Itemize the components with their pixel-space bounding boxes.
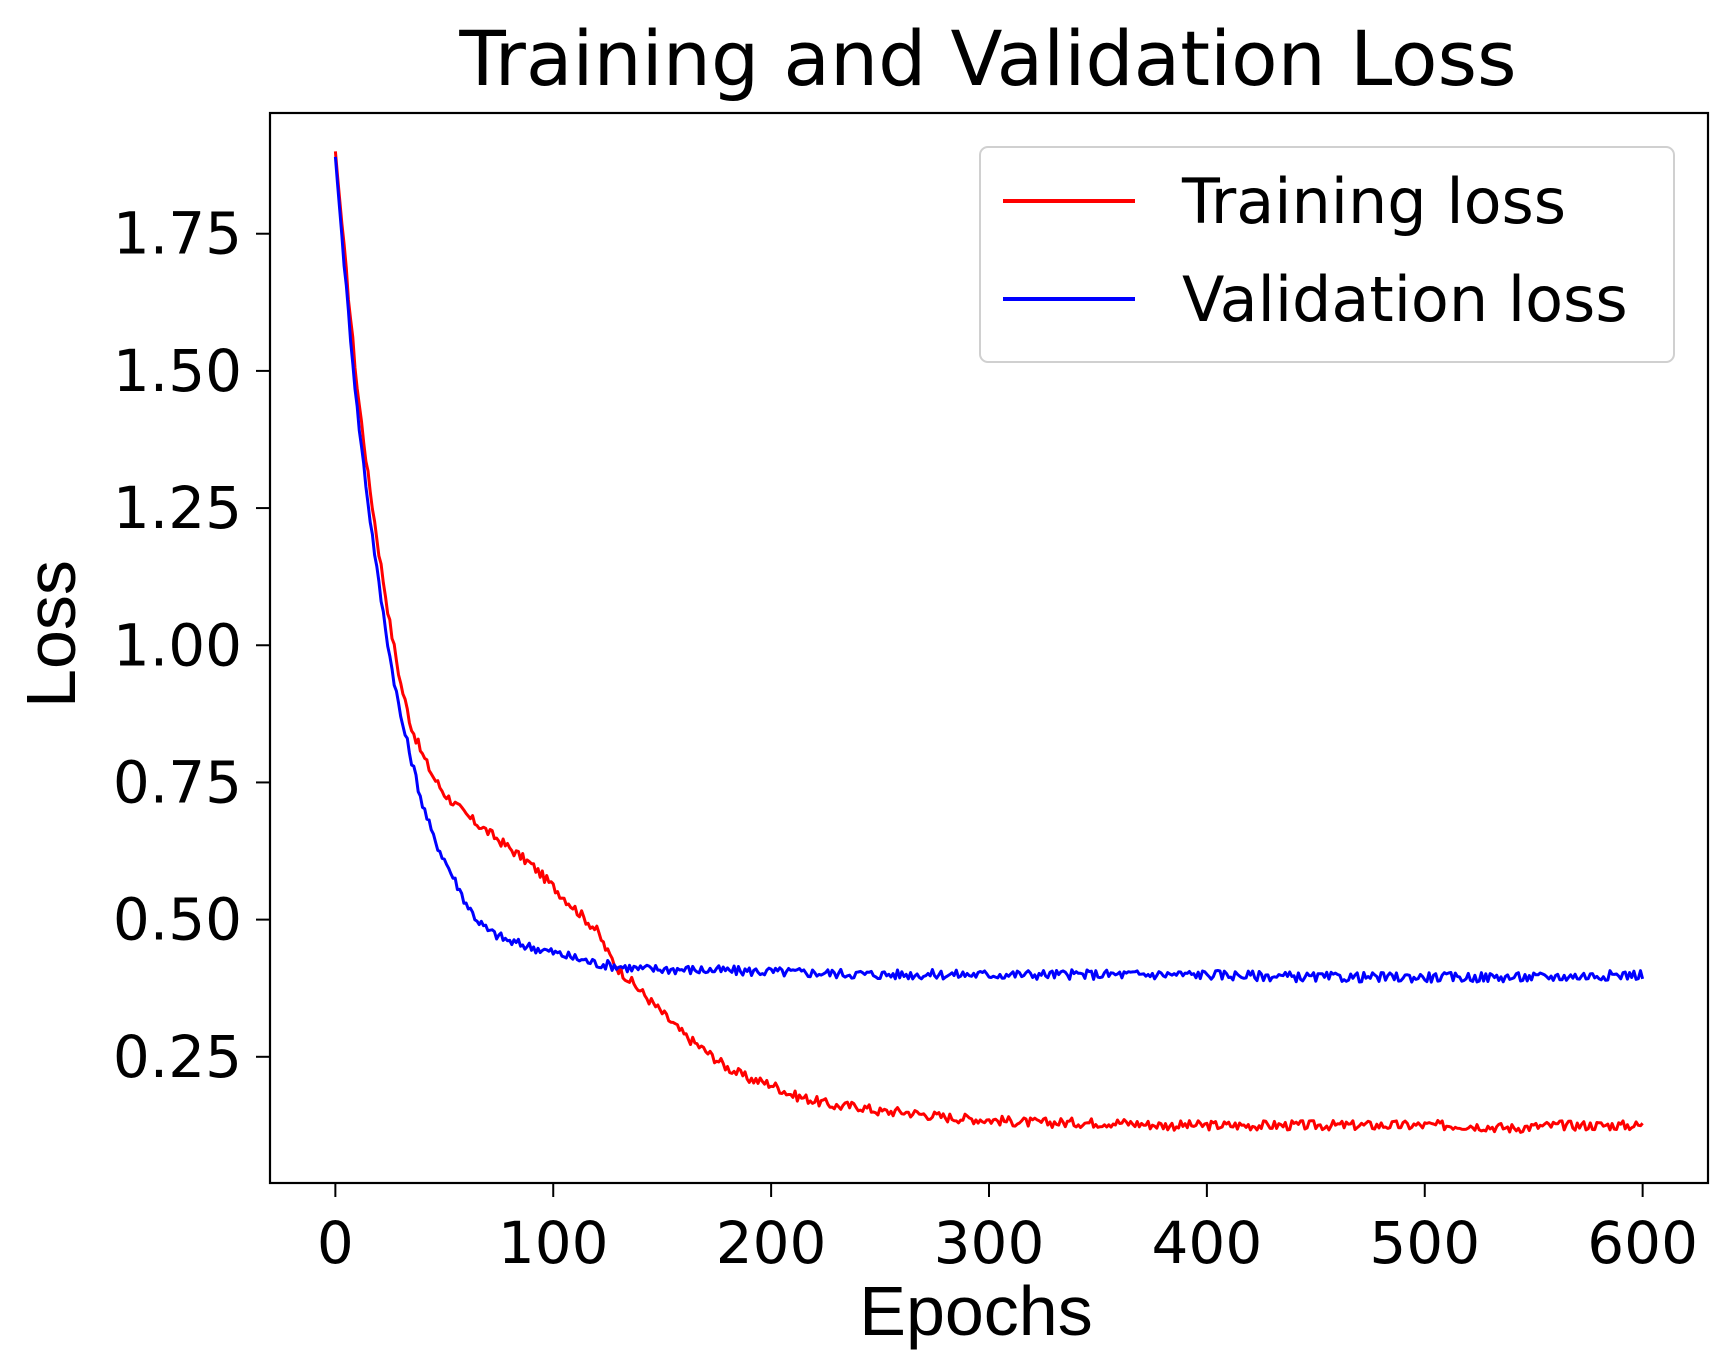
- y-tick-label: 0.25: [113, 1023, 242, 1091]
- y-axis-label: Loss: [12, 560, 90, 708]
- y-tick-label: 1.25: [113, 474, 242, 542]
- y-tick-label: 1.75: [113, 200, 242, 268]
- plot-frame: [268, 111, 1710, 1185]
- x-tick-label: 600: [1587, 1209, 1698, 1277]
- legend-label-training: Training loss: [1181, 165, 1566, 238]
- x-tick-label: 100: [498, 1209, 609, 1277]
- series-line-training-loss: [333, 151, 1644, 1134]
- series-layer: [333, 151, 1645, 1134]
- x-tick-label: 400: [1152, 1209, 1263, 1277]
- y-tick-label: 1.00: [113, 611, 242, 679]
- y-tick-label: 1.50: [113, 337, 242, 405]
- legend: Training loss Validation loss: [979, 146, 1675, 363]
- x-tick-label: 300: [934, 1209, 1045, 1277]
- series-line-validation-loss: [333, 156, 1645, 984]
- y-tick-label: 0.50: [113, 886, 242, 954]
- x-tick-label: 500: [1369, 1209, 1480, 1277]
- tick-layer: 0 100 200 300 400 500 600 0.25 0.50 0.75 1.00 1.25 1…: [113, 200, 1698, 1277]
- x-axis-label: Epochs: [859, 1272, 1092, 1350]
- legend-label-validation: Validation loss: [1182, 263, 1628, 336]
- y-tick-label: 0.75: [113, 748, 242, 816]
- x-tick-label: 200: [716, 1209, 827, 1277]
- x-tick-label: 0: [317, 1209, 354, 1277]
- legend-box: [979, 146, 1675, 363]
- chart-title: Training and Validation Loss: [458, 14, 1516, 103]
